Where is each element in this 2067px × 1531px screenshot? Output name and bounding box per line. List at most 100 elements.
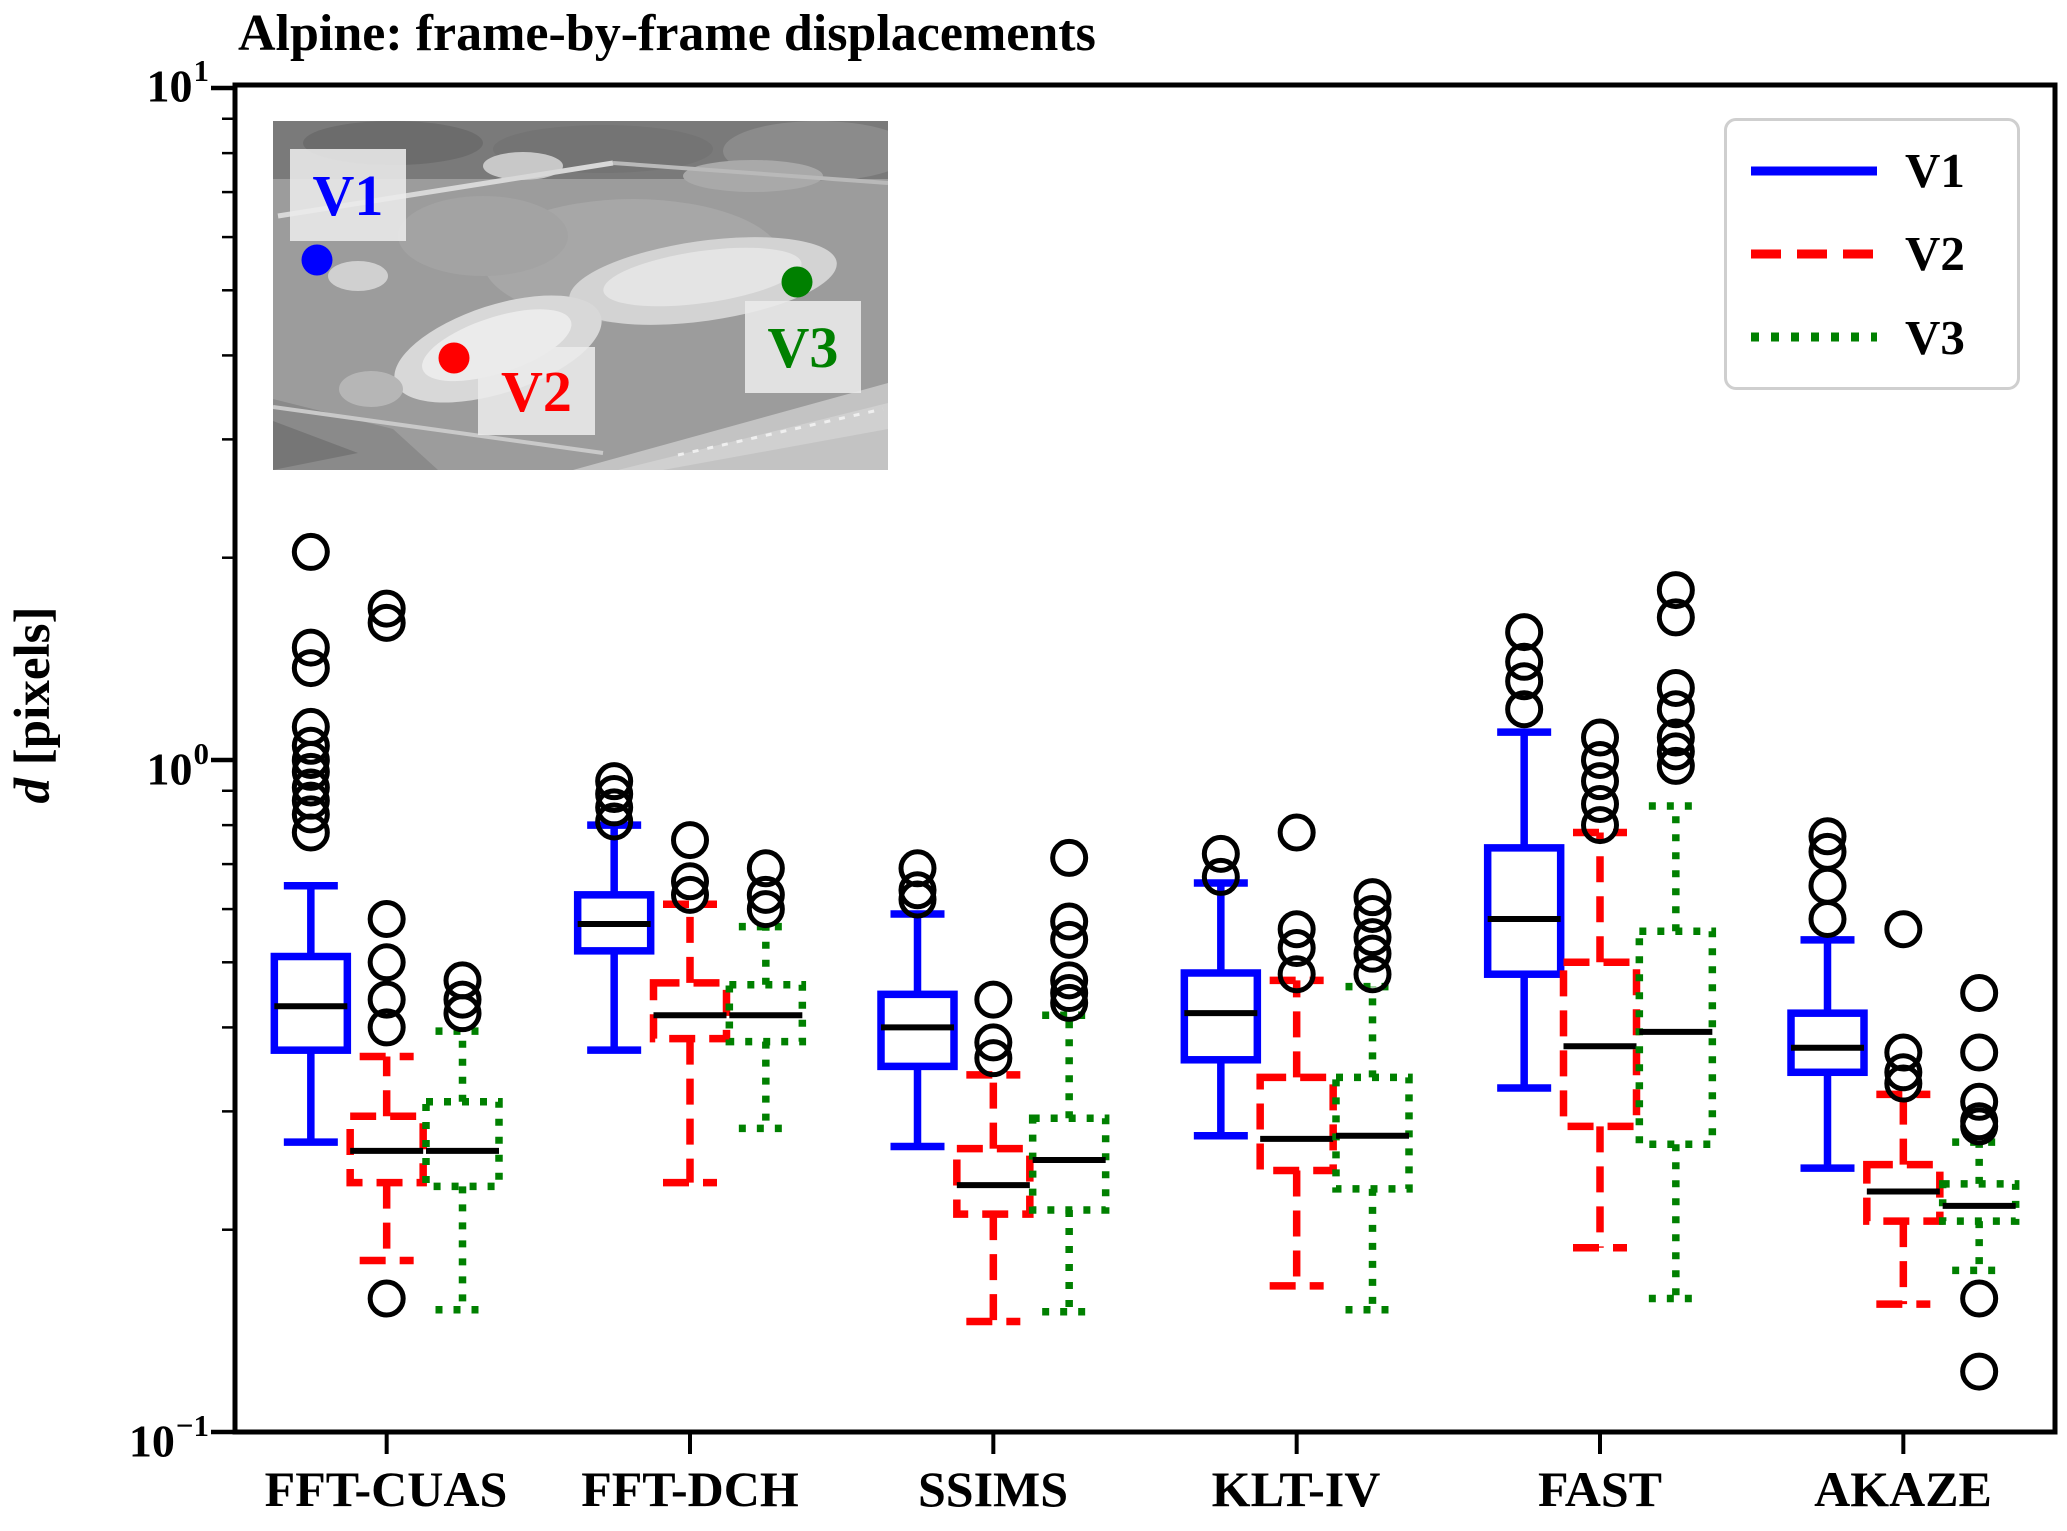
outlier-point bbox=[1960, 1082, 1999, 1121]
boxplot-FFT-DCH-V1 bbox=[573, 762, 655, 1054]
inset-label-v3: V3 bbox=[745, 301, 861, 393]
outlier-point bbox=[291, 532, 330, 571]
legend-line-v3-icon bbox=[1751, 332, 1877, 342]
box bbox=[953, 1144, 1034, 1218]
box bbox=[1256, 1073, 1337, 1175]
outlier-point bbox=[1353, 955, 1392, 994]
outlier-point bbox=[291, 795, 330, 834]
inset-point-v3 bbox=[781, 266, 813, 298]
outlier-point bbox=[1808, 866, 1847, 905]
outlier-point bbox=[1277, 929, 1316, 968]
box bbox=[1938, 1180, 2020, 1225]
legend: V1 V2 V3 bbox=[1724, 118, 2020, 390]
outlier-point bbox=[1050, 902, 1089, 941]
x-tick-label-fft-dch: FFT-DCH bbox=[581, 1461, 799, 1517]
boxplot-KLT-IV-V2 bbox=[1256, 813, 1337, 1290]
outlier-point bbox=[443, 961, 482, 1000]
boxplot-AKAZE-V2 bbox=[1863, 910, 1944, 1308]
outlier-point bbox=[671, 875, 709, 914]
box bbox=[1028, 1114, 1110, 1214]
outlier-point bbox=[291, 628, 330, 667]
outlier-point bbox=[1353, 918, 1392, 957]
box bbox=[1787, 1009, 1868, 1077]
outlier-point bbox=[1277, 813, 1316, 852]
outlier-point bbox=[1050, 974, 1089, 1013]
outlier-point bbox=[291, 752, 330, 791]
outlier-point bbox=[291, 768, 330, 807]
inset-label-v2: V2 bbox=[478, 347, 595, 435]
legend-line-v1-icon bbox=[1751, 166, 1877, 176]
y-tick-label-10e0: 100 bbox=[146, 736, 210, 795]
outlier-point bbox=[1353, 894, 1392, 933]
outlier-point bbox=[1808, 899, 1847, 938]
legend-label-v2: V2 bbox=[1905, 226, 1965, 282]
x-tick-label-ssims: SSIMS bbox=[917, 1461, 1069, 1517]
outlier-point bbox=[1505, 613, 1544, 652]
outlier-point bbox=[1581, 785, 1619, 824]
outlier-point bbox=[1960, 974, 1999, 1013]
outlier-point bbox=[1884, 910, 1923, 949]
y-tick-label-10e-1: 10−1 bbox=[128, 1408, 209, 1467]
outlier-point bbox=[1960, 1352, 1999, 1391]
outlier-point bbox=[898, 880, 937, 919]
box bbox=[1483, 844, 1565, 978]
boxplot-SSIMS-V3 bbox=[1028, 838, 1110, 1316]
outlier-point bbox=[1353, 934, 1392, 973]
outlier-point bbox=[291, 741, 330, 779]
outlier-point bbox=[1505, 642, 1544, 681]
outlier-point bbox=[1581, 718, 1619, 757]
outlier-point bbox=[291, 813, 330, 852]
outlier-point bbox=[1050, 983, 1089, 1022]
outlier-point bbox=[1505, 662, 1544, 701]
chart-title: Alpine: frame-by-frame displacements bbox=[238, 5, 1096, 62]
outlier-point bbox=[1884, 1064, 1923, 1103]
outlier-point bbox=[1656, 718, 1695, 757]
boxplot-FFT-CUAS-V1 bbox=[270, 532, 352, 1146]
boxplot-FAST-V2 bbox=[1559, 718, 1641, 1252]
outlier-point bbox=[974, 980, 1013, 1019]
inset-label-v1: V1 bbox=[290, 149, 406, 241]
outlier-point bbox=[291, 649, 330, 688]
outlier-point bbox=[1808, 817, 1847, 856]
x-tick-label-klt-iv: KLT-IV bbox=[1211, 1461, 1381, 1517]
boxplot-KLT-IV-V3 bbox=[1332, 878, 1413, 1314]
boxplot-KLT-IV-V1 bbox=[1180, 834, 1262, 1140]
outlier-point bbox=[367, 1279, 406, 1318]
outlier-point bbox=[746, 875, 785, 914]
outlier-point bbox=[367, 589, 406, 628]
outlier-point bbox=[1656, 571, 1695, 610]
boxplot-SSIMS-V1 bbox=[877, 849, 958, 1151]
boxplot-FAST-V1 bbox=[1483, 613, 1565, 1092]
box bbox=[422, 1098, 503, 1191]
outlier-point bbox=[974, 1023, 1013, 1062]
legend-item-v2: V2 bbox=[1727, 225, 2017, 282]
boxplot-FFT-DCH-V3 bbox=[725, 849, 807, 1133]
outlier-point bbox=[291, 726, 330, 765]
outlier-point bbox=[367, 1008, 406, 1047]
outlier-point bbox=[1656, 746, 1695, 785]
y-ticks bbox=[211, 85, 235, 1435]
x-tick-label-fast: FAST bbox=[1537, 1461, 1663, 1517]
y-axis-unit: [pixels] bbox=[5, 606, 61, 778]
x-ticks bbox=[384, 1432, 1906, 1454]
outlier-point bbox=[1277, 910, 1316, 949]
inset-photo-graphic bbox=[272, 121, 913, 470]
box bbox=[725, 980, 807, 1046]
legend-item-v1: V1 bbox=[1727, 142, 2017, 199]
inset-point-v1 bbox=[301, 244, 333, 276]
x-tick-label-akaze: AKAZE bbox=[1814, 1461, 1992, 1517]
outlier-point bbox=[443, 994, 482, 1033]
x-tick-label-fft-cuas: FFT-CUAS bbox=[264, 1461, 508, 1517]
outlier-point bbox=[671, 862, 709, 901]
boxplot-SSIMS-V2 bbox=[953, 980, 1034, 1326]
inset-aerial-photo bbox=[272, 121, 913, 470]
outlier-point bbox=[1656, 732, 1695, 771]
outlier-point bbox=[1656, 668, 1695, 707]
outlier-point bbox=[1656, 598, 1695, 637]
outlier-point bbox=[443, 980, 482, 1019]
outlier-point bbox=[1960, 1107, 1999, 1146]
boxplot-AKAZE-V3 bbox=[1938, 974, 2020, 1391]
outlier-point bbox=[367, 980, 406, 1019]
